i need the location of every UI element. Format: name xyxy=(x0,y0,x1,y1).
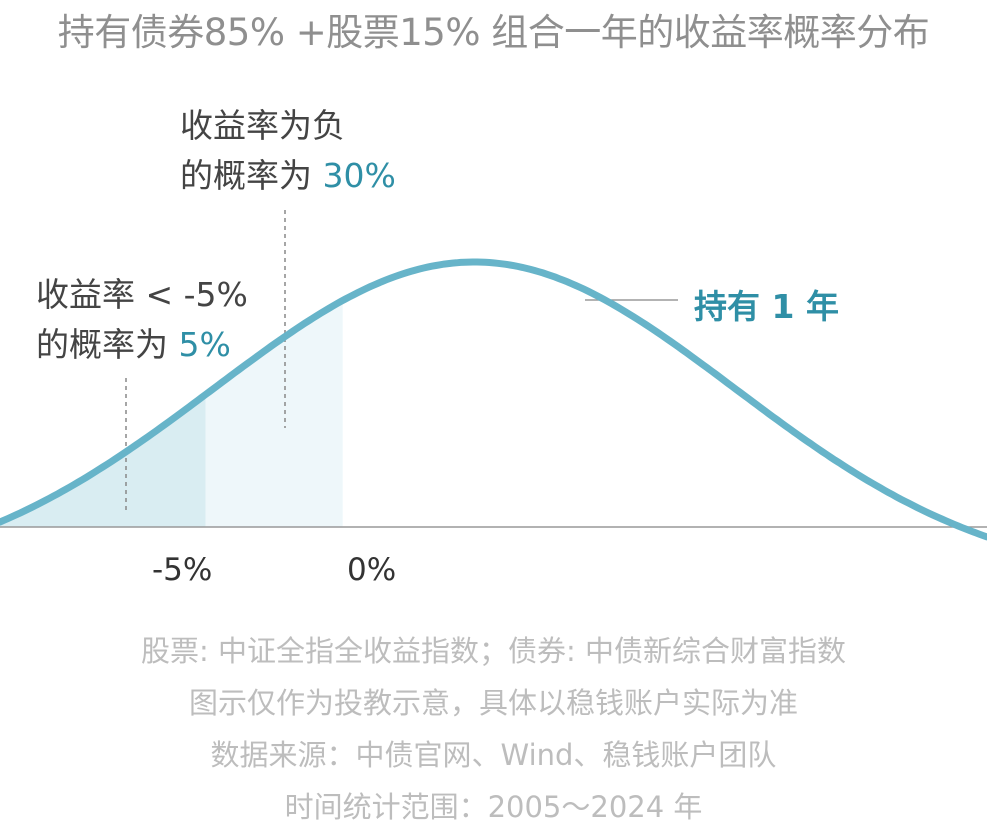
annotation-negative: 收益率为负 的概率为 30% xyxy=(180,101,396,201)
annotation-lt5-line1: 收益率 < -5% xyxy=(36,275,248,314)
annotation-lt5-line2: 的概率为 5% xyxy=(36,320,248,370)
footnote-4: 时间统计范围：2005～2024 年 xyxy=(284,790,703,824)
x-tick-label-0: 0% xyxy=(347,552,397,588)
annotation-negative-line1: 收益率为负 xyxy=(180,106,345,145)
annotation-negative-line2: 的概率为 30% xyxy=(180,151,396,201)
footnote-3: 数据来源：中债官网、Wind、稳钱账户团队 xyxy=(210,738,777,772)
shaded-region-minus5-to-0 xyxy=(205,300,343,527)
chart-title: 持有债券85% +股票15% 组合一年的收益率概率分布 xyxy=(57,11,930,54)
footnote-1: 股票: 中证全指全收益指数；债券: 中债新综合财富指数 xyxy=(141,634,846,668)
annotation-lt5: 收益率 < -5% 的概率为 5% xyxy=(36,270,248,370)
series-line-1y xyxy=(0,258,987,541)
shaded-region-below-minus5 xyxy=(0,394,206,527)
x-tick-label-minus5: -5% xyxy=(152,552,213,588)
annotation-negative-prefix: 的概率为 xyxy=(180,156,323,195)
annotation-lt5-value: 5% xyxy=(178,325,231,364)
annotation-negative-value: 30% xyxy=(322,156,396,195)
legend-label: 持有 1 年 xyxy=(694,287,839,326)
footnote-2: 图示仅作为投教示意，具体以稳钱账户实际为准 xyxy=(188,686,798,720)
annotation-lt5-prefix: 的概率为 xyxy=(36,325,179,364)
